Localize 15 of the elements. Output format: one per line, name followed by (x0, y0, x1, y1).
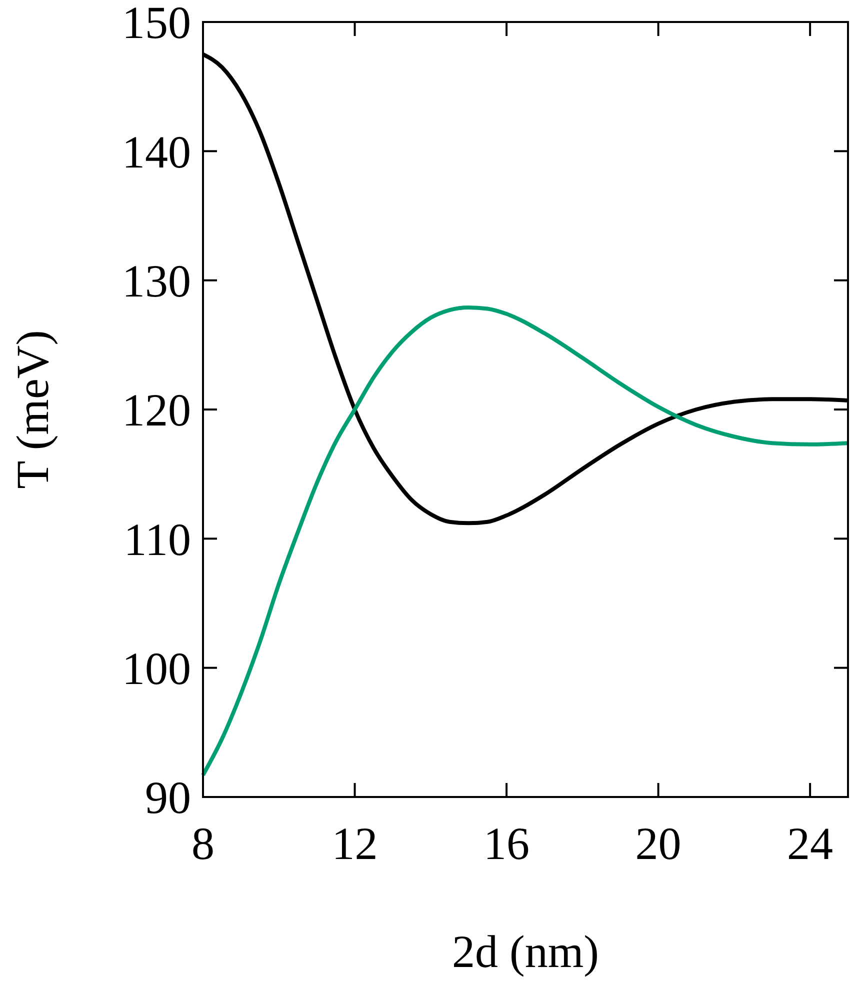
y-tick-label: 100 (122, 642, 191, 694)
x-tick-label: 20 (635, 818, 682, 869)
y-tick-label: 110 (124, 514, 191, 565)
line-series (201, 305, 850, 778)
y-tick-label: 140 (122, 126, 191, 178)
x-tick-label: 24 (787, 818, 834, 869)
x-tick-label: 8 (192, 818, 214, 869)
y-tick-label: 150 (122, 0, 191, 48)
x-tick-label: 12 (332, 818, 378, 869)
x-axis-title: 2d (nm) (452, 926, 599, 977)
x-tick-label: 16 (484, 818, 530, 869)
y-axis-title: T (meV) (7, 330, 58, 489)
y-tick-label: 90 (145, 772, 191, 824)
y-tick-label: 120 (122, 384, 191, 436)
y-tick-label: 130 (122, 255, 191, 306)
